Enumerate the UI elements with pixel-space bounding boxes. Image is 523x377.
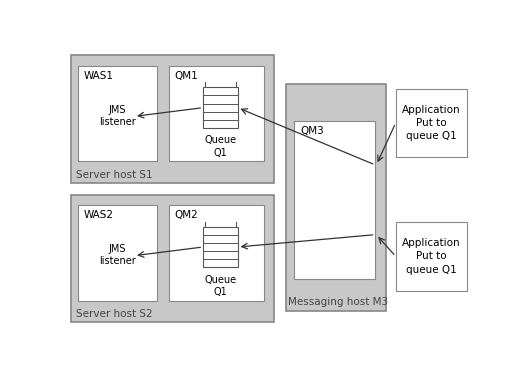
Text: Application
Put to
queue Q1: Application Put to queue Q1 [402,238,460,274]
Bar [169,205,264,301]
Bar [396,222,467,291]
Text: WAS1: WAS1 [84,71,113,81]
Text: Server host S1: Server host S1 [75,170,152,180]
Bar [203,87,237,128]
Text: Queue
Q1: Queue Q1 [204,274,236,297]
Text: Server host S2: Server host S2 [75,309,152,319]
Bar [72,55,274,183]
Text: WAS2: WAS2 [84,210,113,220]
Text: JMS
listener: JMS listener [99,104,135,127]
Bar [169,66,264,161]
Bar [286,84,385,311]
Bar [77,66,156,161]
Text: QM1: QM1 [175,71,199,81]
Text: Messaging host M3: Messaging host M3 [288,297,389,307]
Bar [396,89,467,157]
Text: Application
Put to
queue Q1: Application Put to queue Q1 [402,105,460,141]
Text: QM3: QM3 [300,126,324,136]
Bar [294,121,376,279]
Text: JMS
listener: JMS listener [99,244,135,266]
Text: QM2: QM2 [175,210,199,220]
Bar [72,195,274,322]
Text: Queue
Q1: Queue Q1 [204,135,236,158]
Bar [77,205,156,301]
Bar [203,227,237,267]
